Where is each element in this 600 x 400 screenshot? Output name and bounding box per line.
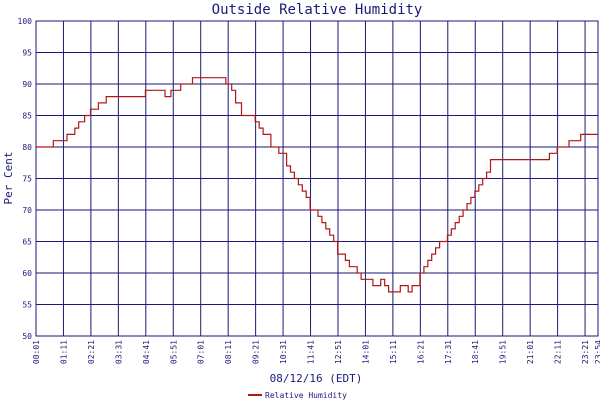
x-tick-label: 11:41 <box>307 340 316 364</box>
x-tick-label: 23:54 <box>594 340 600 364</box>
legend: Relative Humidity <box>248 391 347 400</box>
x-tick-label: 10:31 <box>279 340 288 364</box>
y-axis-label: Per Cent <box>2 152 15 205</box>
chart-grid <box>35 20 599 337</box>
y-tick-label: 95 <box>22 49 32 58</box>
x-tick-label: 04:41 <box>142 340 151 364</box>
x-axis-ticks: 00:01 01:11 02:21 03:31 04:41 05:51 07:01 08:11… <box>32 340 600 364</box>
x-tick-label: 18:41 <box>471 340 480 364</box>
x-tick-label: 21:01 <box>526 340 535 364</box>
x-tick-label: 23:21 <box>581 340 590 364</box>
x-tick-label: 02:21 <box>87 340 96 364</box>
x-tick-label: 00:01 <box>32 340 41 364</box>
y-axis-ticks: 50 55 60 65 70 75 80 85 90 95 100 <box>18 17 33 341</box>
y-tick-label: 75 <box>22 175 32 184</box>
x-tick-label: 15:11 <box>389 340 398 364</box>
x-tick-label: 12:51 <box>334 340 343 364</box>
y-tick-label: 90 <box>22 80 32 89</box>
y-tick-label: 70 <box>22 206 32 215</box>
series-line-relative-humidity <box>36 77 598 293</box>
x-tick-label: 14:01 <box>361 340 370 364</box>
y-tick-label: 80 <box>22 143 32 152</box>
x-tick-label: 19:51 <box>499 340 508 364</box>
y-tick-label: 85 <box>22 112 32 121</box>
y-tick-label: 100 <box>18 17 33 26</box>
x-tick-label: 17:31 <box>444 340 453 364</box>
y-tick-label: 65 <box>22 238 32 247</box>
y-tick-label: 60 <box>22 269 32 278</box>
x-tick-label: 16:21 <box>416 340 425 364</box>
x-tick-label: 03:31 <box>114 340 123 364</box>
x-tick-label: 07:01 <box>197 340 206 364</box>
x-tick-label: 01:11 <box>59 340 68 364</box>
series-layer <box>36 77 598 293</box>
chart-title: Outside Relative Humidity <box>212 2 423 18</box>
x-tick-label: 05:51 <box>169 340 178 364</box>
x-tick-label: 09:21 <box>252 340 261 364</box>
x-tick-label: 08:11 <box>224 340 233 364</box>
y-tick-label: 50 <box>22 332 32 341</box>
y-tick-label: 55 <box>22 301 32 310</box>
plot-frame <box>35 20 599 337</box>
x-tick-label: 22:11 <box>554 340 563 364</box>
legend-label: Relative Humidity <box>265 391 347 400</box>
x-axis-label: 08/12/16 (EDT) <box>270 372 363 385</box>
